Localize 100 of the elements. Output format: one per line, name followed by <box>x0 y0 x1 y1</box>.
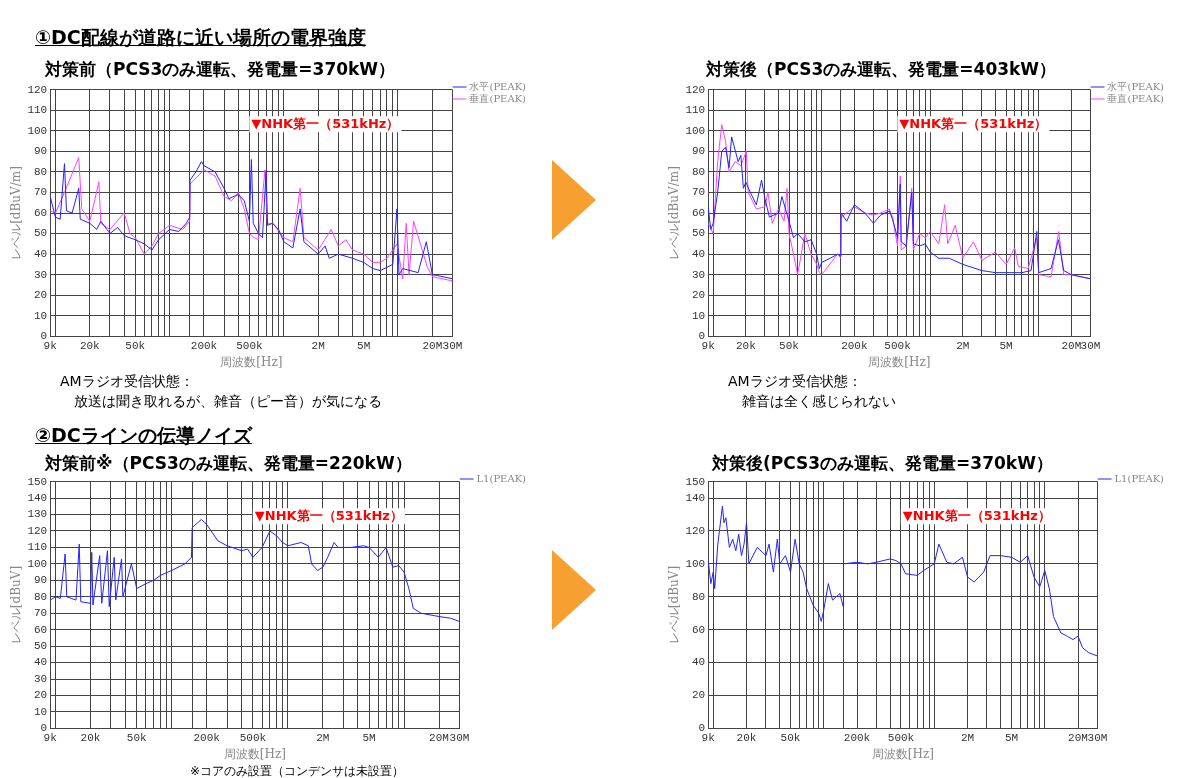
x-tick-label: 2M <box>316 731 330 744</box>
legend-label: 水平(PEAK) <box>469 80 527 92</box>
y-tick-label: 150 <box>27 475 48 488</box>
y-tick-label: 110 <box>27 541 48 554</box>
x-tick-label: 5M <box>362 731 376 744</box>
y-tick-label: 120 <box>27 524 48 537</box>
chart-title: 対策後（PCS3のみ運転、発電量=403kW） <box>706 58 1057 81</box>
chart-title: 対策後(PCS3のみ運転、発電量=370kW） <box>712 452 1053 475</box>
y-tick-label: 90 <box>34 574 48 587</box>
legend-label: L1(PEAK) <box>476 472 527 484</box>
x-tick-label: 20k <box>80 731 101 744</box>
x-tick-label: 5M <box>999 339 1013 352</box>
x-tick-label: 20k <box>79 339 101 352</box>
x-tick-label: 50k <box>126 731 148 744</box>
x-tick-label: 30M <box>442 339 463 352</box>
x-tick-label: 20M <box>422 339 443 352</box>
text: ※コアのみ設置（コンデンサは未設置） <box>190 763 405 778</box>
x-tick-label: 30M <box>1087 731 1108 744</box>
y-tick-label: 100 <box>685 124 706 137</box>
x-tick-label: 200k <box>843 731 871 744</box>
annotation: ▼NHK第一（531kHz） <box>251 115 400 131</box>
x-axis-title: 周波数[Hz] <box>868 354 931 369</box>
y-tick-label: 140 <box>685 491 706 504</box>
x-tick-label: 200k <box>193 731 221 744</box>
y-tick-label: 80 <box>692 590 706 603</box>
x-tick-label: 500k <box>884 339 912 352</box>
x-tick-label: 500k <box>236 339 264 352</box>
y-tick-label: 120 <box>685 524 706 537</box>
x-tick-label: 200k <box>190 339 218 352</box>
y-tick-label: 40 <box>692 248 706 261</box>
x-axis-title: 周波数[Hz] <box>220 354 283 369</box>
x-tick-label: 20M <box>1068 731 1088 744</box>
y-tick-label: 110 <box>27 104 48 117</box>
y-tick-label: 130 <box>27 508 48 521</box>
y-tick-label: 100 <box>685 557 706 570</box>
annotation: ▼NHK第一（531kHz） <box>902 507 1051 523</box>
y-tick-label: 40 <box>34 656 48 669</box>
x-tick-label: 200k <box>841 339 868 352</box>
text: AMラジオ受信状態： <box>60 372 194 390</box>
x-tick-label: 20M <box>1061 339 1082 352</box>
y-tick-label: 150 <box>685 475 706 488</box>
x-tick-label: 20k <box>735 339 757 352</box>
x-tick-label: 2M <box>311 339 325 352</box>
text: AMラジオ受信状態： <box>728 372 862 390</box>
y-tick-label: 80 <box>692 165 706 178</box>
x-axis-title: 周波数[Hz] <box>871 746 934 761</box>
text: ②DCラインの伝導ノイズ <box>35 423 252 448</box>
legend-label: 水平(PEAK) <box>1107 80 1165 92</box>
y-tick-label: 20 <box>34 289 48 302</box>
y-tick-label: 20 <box>34 689 48 702</box>
y-tick-label: 50 <box>34 640 48 653</box>
y-tick-label: 80 <box>34 165 48 178</box>
legend-label: 垂直(PEAK) <box>469 92 527 104</box>
x-tick-label: 5M <box>1004 731 1019 744</box>
chart-title: 対策前※（PCS3のみ運転、発電量=220kW） <box>45 452 412 475</box>
y-tick-label: 50 <box>692 227 706 240</box>
x-tick-label: 20k <box>736 731 757 744</box>
y-tick-label: 10 <box>34 309 48 322</box>
y-tick-label: 40 <box>34 248 48 261</box>
y-tick-label: 20 <box>692 289 706 302</box>
y-tick-label: 60 <box>34 623 48 636</box>
y-tick-label: 50 <box>34 227 48 240</box>
y-tick-label: 70 <box>692 186 706 199</box>
annotation: ▼NHK第一（531kHz） <box>899 115 1048 131</box>
y-tick-label: 90 <box>692 145 706 158</box>
x-tick-label: 2M <box>960 731 975 744</box>
y-tick-label: 10 <box>692 309 706 322</box>
x-axis-title: 周波数[Hz] <box>223 746 286 761</box>
chart-title: 対策前（PCS3のみ運転、発電量=370kW） <box>45 58 396 81</box>
y-axis-title: レベル[dBuV] <box>667 565 682 645</box>
y-tick-label: 30 <box>692 268 706 281</box>
y-tick-label: 60 <box>692 206 706 219</box>
y-tick-label: 10 <box>34 705 48 718</box>
y-tick-label: 70 <box>34 607 48 620</box>
x-tick-label: 50k <box>780 731 801 744</box>
y-tick-label: 80 <box>34 590 48 603</box>
y-tick-label: 140 <box>27 491 48 504</box>
x-tick-label: 30M <box>449 731 470 744</box>
y-tick-label: 110 <box>685 104 706 117</box>
x-tick-label: 50k <box>779 339 800 352</box>
y-tick-label: 30 <box>34 672 48 685</box>
y-tick-label: 20 <box>692 689 706 702</box>
y-axis-title: レベル[dBuV/m] <box>667 166 682 260</box>
y-tick-label: 90 <box>34 145 48 158</box>
y-tick-label: 40 <box>692 656 706 669</box>
y-tick-label: 30 <box>34 268 48 281</box>
text: 放送は聞き取れるが、雑音（ピー音）が気になる <box>74 392 382 410</box>
x-tick-label: 500k <box>887 731 915 744</box>
annotation: ▼NHK第一（531kHz） <box>254 507 403 523</box>
y-axis-title: レベル[dBuV] <box>9 565 24 645</box>
legend-label: 垂直(PEAK) <box>1107 92 1165 104</box>
x-tick-label: 500k <box>239 731 267 744</box>
y-tick-label: 120 <box>685 83 706 96</box>
legend-label: L1(PEAK) <box>1114 472 1165 484</box>
x-tick-label: 20M <box>429 731 449 744</box>
y-tick-label: 60 <box>34 206 48 219</box>
x-tick-label: 5M <box>357 339 371 352</box>
y-tick-label: 100 <box>27 124 48 137</box>
y-axis-title: レベル[dBuV/m] <box>9 166 24 260</box>
text: 雑音は全く感じられない <box>742 392 896 410</box>
